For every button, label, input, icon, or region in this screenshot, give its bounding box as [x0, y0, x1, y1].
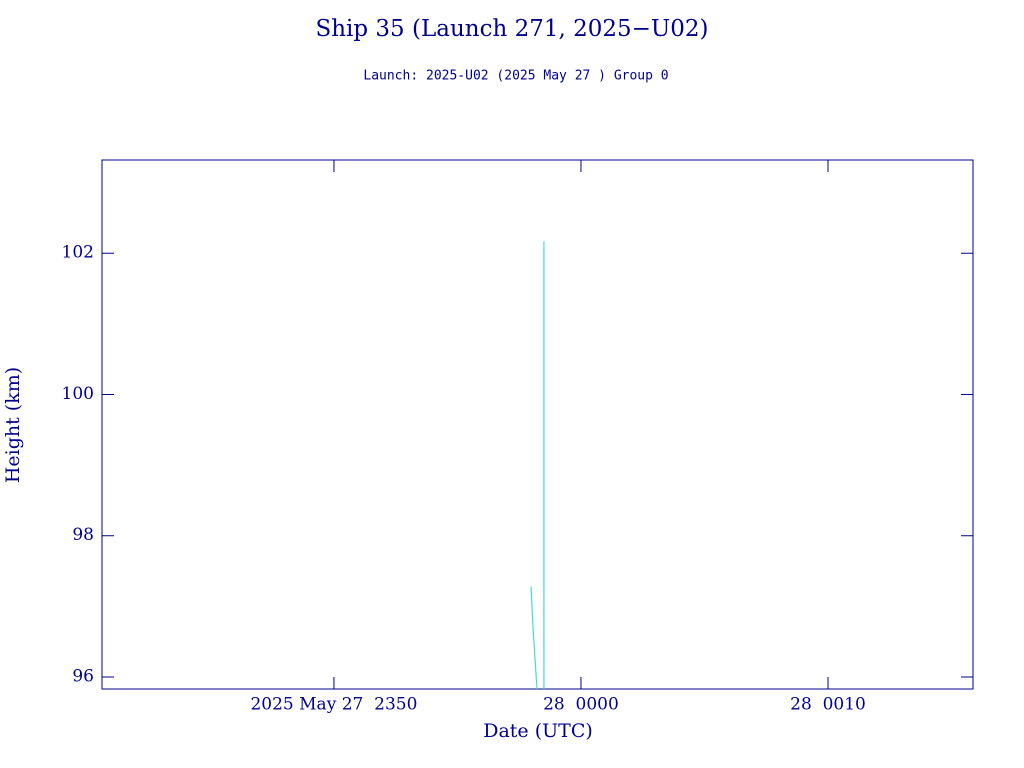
x-axis-label: Date (UTC): [483, 720, 593, 742]
chart-subtitle: Launch: 2025-U02 (2025 May 27 ) Group 0: [363, 69, 668, 84]
data-line: [530, 241, 545, 689]
y-tick-label: 98: [72, 525, 94, 545]
y-tick-label: 96: [72, 666, 94, 686]
chart-title: Ship 35 (Launch 271, 2025−U02): [315, 16, 708, 42]
y-tick-label: 100: [62, 384, 94, 404]
plot-frame: [101, 159, 974, 690]
y-tick-label: 102: [62, 243, 94, 263]
x-tick-label: 28 0000: [543, 695, 619, 715]
x-tick-label: 28 0010: [790, 695, 866, 715]
x-tick-label: 2025 May 27 2350: [250, 695, 417, 715]
y-axis-label: Height (km): [2, 367, 24, 483]
